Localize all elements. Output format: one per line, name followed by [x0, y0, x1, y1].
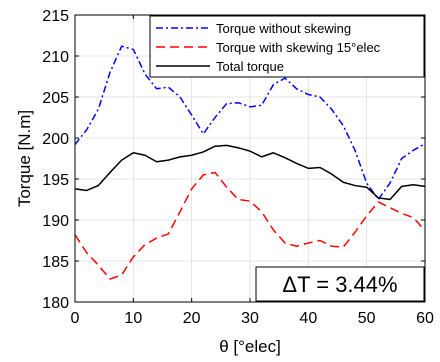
x-tick-label: 0 [71, 310, 80, 327]
y-tick-label: 195 [42, 172, 69, 189]
y-tick-label: 185 [42, 254, 69, 271]
legend: Torque without skewing Torque with skewin… [149, 15, 425, 78]
legend-label-0: Torque without skewing [216, 21, 351, 36]
legend-label-1: Torque with skewing 15°elec [216, 40, 381, 55]
y-tick-label: 210 [42, 49, 69, 66]
x-tick-label: 20 [183, 310, 201, 327]
series-line-1 [74, 171, 426, 280]
legend-box [149, 15, 425, 78]
series-line-2 [74, 144, 426, 201]
x-tick-label: 60 [416, 310, 434, 327]
annotation-text: ΔT = 3.44% [282, 272, 397, 297]
y-tick-label: 200 [42, 131, 69, 148]
x-tick-label: 40 [299, 310, 317, 327]
y-tick-label: 180 [42, 295, 69, 312]
legend-label-2: Total torque [216, 59, 284, 74]
annotation-box [255, 266, 425, 302]
x-tick-label: 10 [124, 310, 142, 327]
x-tick-label: 30 [241, 310, 259, 327]
y-tick-label: 190 [42, 213, 69, 230]
y-tick-label: 215 [42, 8, 69, 25]
delta-t-annotation: ΔT = 3.44% [255, 266, 425, 302]
axis-ticks: 0 10 20 30 40 50 60 180 185 190 195 200 205 210 215 [42, 8, 434, 327]
series-line-0 [74, 45, 426, 201]
y-axis-label: Torque [N.m] [15, 110, 34, 207]
y-tick-label: 205 [42, 90, 69, 107]
series-layer [74, 45, 426, 280]
x-axis-label: θ [°elec] [219, 337, 281, 356]
x-tick-label: 50 [358, 310, 376, 327]
